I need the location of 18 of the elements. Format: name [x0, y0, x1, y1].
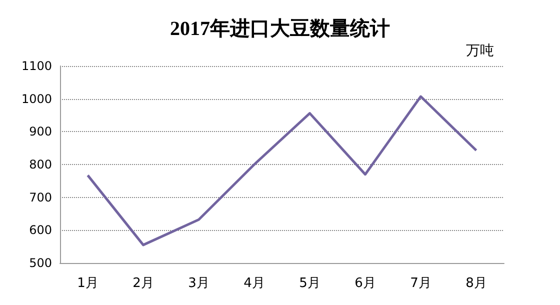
y-axis-title: 万吨	[466, 43, 494, 59]
x-tick-label: 3月	[188, 276, 210, 291]
y-tick-label: 800	[29, 158, 52, 172]
y-tick-label: 600	[29, 223, 52, 238]
x-tick-label: 8月	[466, 276, 487, 291]
y-tick-label: 1100	[21, 59, 52, 73]
chart-title: 2017年进口大豆数量统计	[170, 17, 390, 40]
y-tick-label: 500	[29, 256, 52, 270]
y-tick-label: 1000	[21, 92, 52, 106]
x-tick-label: 4月	[244, 276, 265, 291]
x-tick-label: 5月	[299, 276, 320, 291]
x-tick-label: 6月	[354, 276, 376, 291]
line-series	[86, 95, 478, 246]
x-tick-label: 7月	[410, 276, 432, 291]
x-tick-label: 1月	[77, 276, 98, 291]
x-tick-label: 2月	[132, 276, 154, 291]
y-tick-label: 700	[29, 190, 52, 204]
y-tick-label: 900	[29, 124, 52, 139]
